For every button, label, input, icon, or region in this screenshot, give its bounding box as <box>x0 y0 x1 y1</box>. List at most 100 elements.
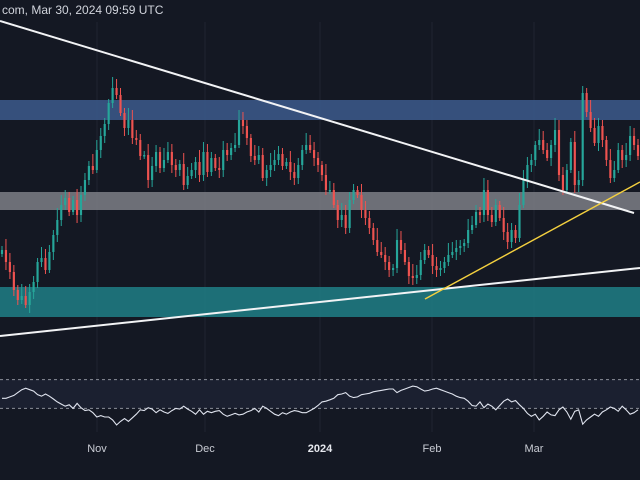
candle-140 <box>553 118 557 152</box>
candle-132 <box>522 170 525 208</box>
candle-body <box>170 152 173 165</box>
candle-103 <box>407 257 410 284</box>
candle-7 <box>28 284 31 313</box>
candle-123 <box>486 180 489 221</box>
candle-body <box>419 260 422 275</box>
candle-71 <box>281 148 284 170</box>
candle-body <box>64 198 67 205</box>
candle-body <box>24 296 27 305</box>
candle-154 <box>609 149 612 183</box>
candle-130 <box>514 225 517 243</box>
candle-body <box>230 148 233 155</box>
candle-body <box>293 172 296 178</box>
candle-73 <box>289 151 292 180</box>
candle-47 <box>186 167 189 189</box>
candle-body <box>467 230 470 243</box>
candle-11 <box>44 249 47 274</box>
candle-4 <box>16 285 19 305</box>
candle-159 <box>629 126 632 161</box>
candle-38 <box>151 157 154 187</box>
candle-3 <box>12 265 15 296</box>
candle-22 <box>87 161 90 185</box>
candle-138 <box>546 143 549 161</box>
zone-middle <box>0 192 640 210</box>
candle-body <box>131 120 134 138</box>
candle-body <box>530 160 533 165</box>
x-tick-label-2: 2024 <box>308 443 333 455</box>
candle-68 <box>269 153 272 177</box>
candle-72 <box>285 158 288 169</box>
candle-body <box>206 152 209 172</box>
candle-body <box>210 158 213 172</box>
candle-61 <box>241 112 245 134</box>
candle-53 <box>210 152 213 176</box>
candle-18 <box>72 196 75 215</box>
candle-body <box>198 162 201 175</box>
candle-body <box>99 136 102 150</box>
candle-91 <box>360 184 363 218</box>
candle-128 <box>506 223 509 249</box>
candle-141 <box>557 120 561 181</box>
candle-body <box>281 154 284 166</box>
candle-body <box>482 190 486 215</box>
candle-105 <box>415 265 418 284</box>
candle-0 <box>0 246 4 257</box>
candle-46 <box>182 153 185 190</box>
candle-161 <box>636 139 640 160</box>
candle-97 <box>384 247 387 270</box>
x-axis: Nov Dec 2024 Feb Mar <box>87 443 544 455</box>
candle-50 <box>198 150 201 182</box>
candle-body <box>44 258 47 270</box>
candle-93 <box>368 211 371 234</box>
candle-145 <box>573 131 576 193</box>
candle-62 <box>245 120 249 145</box>
candle-137 <box>542 131 545 154</box>
candle-92 <box>364 201 367 225</box>
candle-115 <box>455 240 458 260</box>
candle-body <box>632 136 636 145</box>
candle-body <box>368 218 371 228</box>
candle-96 <box>380 242 383 258</box>
candle-150 <box>593 118 596 146</box>
candle-94 <box>372 223 375 245</box>
candle-131 <box>518 193 521 242</box>
trendlines <box>0 20 640 337</box>
candle-106 <box>419 252 422 280</box>
candle-body <box>305 145 308 150</box>
candle-51 <box>202 142 205 181</box>
candle-body <box>550 145 553 158</box>
candle-body <box>115 88 118 95</box>
candle-body <box>447 255 450 262</box>
candle-17 <box>68 192 71 216</box>
candle-42 <box>166 142 169 163</box>
candle-body <box>542 140 545 150</box>
candle-body <box>16 290 19 300</box>
candle-13 <box>52 230 55 260</box>
candle-body <box>123 113 126 128</box>
candle-body <box>174 165 177 170</box>
candle-75 <box>297 158 300 184</box>
candle-body <box>506 232 509 242</box>
candle-body <box>423 250 426 260</box>
candle-body <box>435 266 438 270</box>
candle-body <box>119 95 122 113</box>
candle-26 <box>103 118 106 143</box>
candle-body <box>237 120 241 145</box>
candle-109 <box>431 244 434 274</box>
candle-80 <box>316 152 320 172</box>
candle-body <box>474 212 478 225</box>
candle-34 <box>135 130 138 145</box>
candle-body <box>20 296 23 300</box>
candle-body <box>518 205 521 238</box>
candle-54 <box>214 154 217 171</box>
candle-135 <box>534 141 537 166</box>
candle-66 <box>261 148 264 181</box>
candle-body <box>60 205 63 220</box>
candle-64 <box>253 145 256 165</box>
candle-body <box>403 250 407 262</box>
candle-body <box>202 152 205 175</box>
candle-100 <box>395 229 399 273</box>
candle-body <box>399 240 403 250</box>
candle-body <box>4 250 8 262</box>
candle-body <box>415 275 418 278</box>
